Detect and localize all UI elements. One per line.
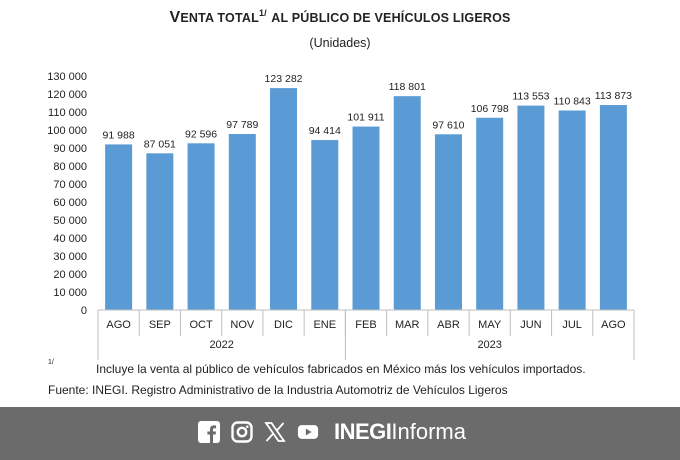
bar (393, 96, 421, 310)
y-tick-label: 130 000 (47, 71, 87, 83)
y-tick-label: 120 000 (47, 89, 87, 101)
x-tick-label: JUN (520, 319, 541, 331)
facebook-icon[interactable] (198, 421, 220, 443)
data-label: 101 911 (347, 112, 384, 124)
data-label: 92 596 (185, 128, 217, 140)
x-tick-label: AGO (106, 319, 131, 331)
x-tick-label: JUL (562, 319, 582, 331)
x-icon[interactable] (264, 421, 286, 443)
brand-light: Informa (391, 419, 466, 444)
y-tick-label: 110 000 (48, 107, 87, 119)
bar (146, 153, 174, 310)
data-label: 113 873 (595, 90, 632, 102)
y-tick-label: 80 000 (53, 161, 87, 173)
data-label: 91 988 (103, 129, 135, 141)
bar (228, 133, 256, 310)
source-text: Fuente: INEGI. Registro Administrativo d… (48, 383, 508, 397)
chart-subtitle: (Unidades) (309, 36, 371, 50)
x-tick-label: MAR (395, 319, 420, 331)
y-tick-label: 40 000 (53, 233, 87, 245)
y-tick-label: 20 000 (53, 269, 87, 281)
data-label: 94 414 (309, 125, 341, 137)
bar (434, 134, 462, 310)
y-tick-label: 90 000 (53, 143, 87, 155)
data-label: 106 798 (471, 103, 509, 115)
data-label: 123 282 (265, 73, 303, 85)
bar (311, 140, 339, 310)
instagram-icon[interactable] (231, 421, 253, 443)
brand-bold: INEGI (334, 419, 392, 444)
year-label: 2023 (477, 339, 501, 351)
x-tick-label: MAY (478, 319, 502, 331)
bar (517, 105, 545, 310)
x-tick-label: ENE (313, 319, 336, 331)
data-label: 97 610 (432, 119, 464, 131)
y-tick-label: 60 000 (53, 197, 87, 209)
x-tick-label: DIC (274, 319, 293, 331)
x-tick-label: OCT (189, 319, 213, 331)
data-label: 113 553 (512, 91, 549, 103)
chart-title: VENTA TOTAL1/ AL PÚBLICO DE VEHÍCULOS LI… (0, 8, 680, 27)
inegi-informa-logo: INEGIInforma (334, 419, 466, 445)
social-icons (198, 421, 319, 443)
x-tick-label: AGO (601, 319, 626, 331)
bar (476, 117, 504, 310)
x-tick-label: FEB (355, 319, 376, 331)
footer-bar: INEGIInforma (0, 407, 680, 460)
y-tick-label: 10 000 (53, 287, 87, 299)
title-part-1: ENTA TOTAL (180, 11, 259, 25)
bar (105, 144, 133, 310)
y-tick-label: 50 000 (53, 215, 87, 227)
year-label: 2022 (209, 339, 233, 351)
title-initial: V (169, 9, 181, 26)
bar (187, 143, 215, 310)
footnote-text: Incluye la venta al público de vehículos… (96, 362, 586, 376)
data-label: 110 843 (554, 95, 591, 107)
footnote-marker: 1/ (48, 359, 54, 366)
data-label: 118 801 (389, 81, 426, 93)
x-tick-label: SEP (149, 319, 171, 331)
title-part-2: AL PÚBLICO DE VEHÍCULOS LIGEROS (271, 11, 511, 25)
data-label: 97 789 (226, 119, 258, 131)
footnote: 1/ Incluye la venta al público de vehícu… (48, 359, 586, 376)
bar (558, 110, 586, 310)
bar (270, 88, 298, 310)
y-tick-label: 70 000 (53, 179, 87, 191)
y-tick-label: 100 000 (47, 125, 87, 137)
bar-chart: 0 10 000 20 000 30 000 40 000 50 000 60 000 70 … (47, 71, 635, 360)
y-tick-label: 0 (81, 305, 87, 317)
bar (352, 126, 380, 310)
bar (599, 105, 627, 311)
data-label: 87 051 (144, 138, 176, 150)
youtube-icon[interactable] (297, 421, 319, 443)
title-footnote-marker: 1/ (258, 8, 267, 18)
x-tick-label: ABR (437, 319, 460, 331)
y-tick-label: 30 000 (53, 251, 87, 263)
x-tick-label: NOV (230, 319, 255, 331)
